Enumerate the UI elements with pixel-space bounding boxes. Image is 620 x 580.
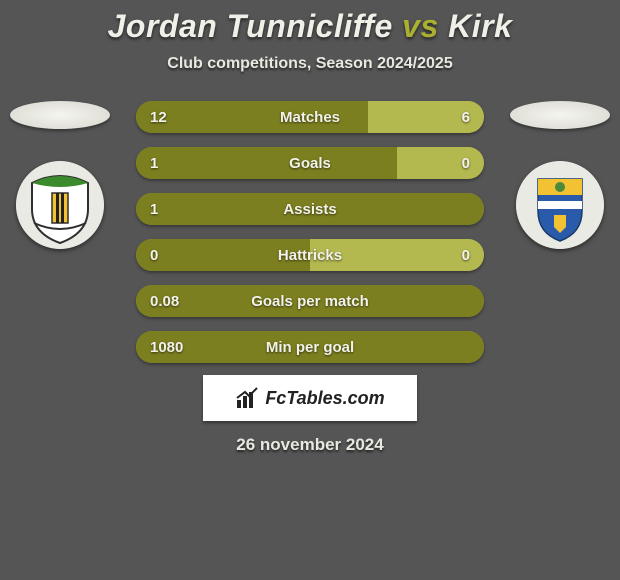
stat-label: Goals	[136, 147, 484, 179]
stat-row-assists: Assists1	[136, 193, 484, 225]
stat-value-left: 0.08	[150, 285, 179, 317]
player2-name-oval	[510, 101, 610, 129]
right-column	[510, 101, 610, 249]
date-text: 26 november 2024	[236, 435, 383, 455]
stat-label: Matches	[136, 101, 484, 133]
stat-value-left: 1	[150, 193, 158, 225]
stat-value-right: 0	[462, 147, 470, 179]
stat-row-goals: Goals1 0	[136, 147, 484, 179]
stat-value-right: 0	[462, 239, 470, 271]
player2-crest	[516, 161, 604, 249]
brand-text: FcTables.com	[265, 388, 384, 409]
player1-crest	[16, 161, 104, 249]
crest-left-icon	[16, 161, 104, 249]
subtitle: Club competitions, Season 2024/2025	[167, 55, 452, 73]
left-column	[10, 101, 110, 249]
mid-row: Matches126Goals10Assists1Hattricks00Goal…	[0, 101, 620, 363]
stat-row-min-per-goal: Min per goal1080	[136, 331, 484, 363]
player1-name-oval	[10, 101, 110, 129]
stat-label: Goals per match	[136, 285, 484, 317]
stat-label: Min per goal	[136, 331, 484, 363]
stat-row-goals-per-match: Goals per match0.08	[136, 285, 484, 317]
stat-value-left: 1	[150, 147, 158, 179]
stat-label: Hattricks	[136, 239, 484, 271]
stat-value-right: 6	[462, 101, 470, 133]
stat-label: Assists	[136, 193, 484, 225]
crest-right-icon	[516, 161, 604, 249]
stat-value-left: 12	[150, 101, 167, 133]
brand-box[interactable]: FcTables.com	[203, 375, 417, 421]
page-title: Jordan Tunnicliffe vs Kirk	[108, 8, 513, 45]
comparison-card: Jordan Tunnicliffe vs Kirk Club competit…	[0, 0, 620, 580]
vs-text: vs	[402, 8, 439, 44]
stat-value-left: 0	[150, 239, 158, 271]
stat-bars: Matches126Goals10Assists1Hattricks00Goal…	[130, 101, 490, 363]
player1-name: Jordan Tunnicliffe	[108, 8, 393, 44]
stat-row-matches: Matches12 6	[136, 101, 484, 133]
player2-name: Kirk	[448, 8, 512, 44]
stat-row-hattricks: Hattricks0 0	[136, 239, 484, 271]
brand-logo-icon	[235, 386, 259, 410]
stat-value-left: 1080	[150, 331, 183, 363]
